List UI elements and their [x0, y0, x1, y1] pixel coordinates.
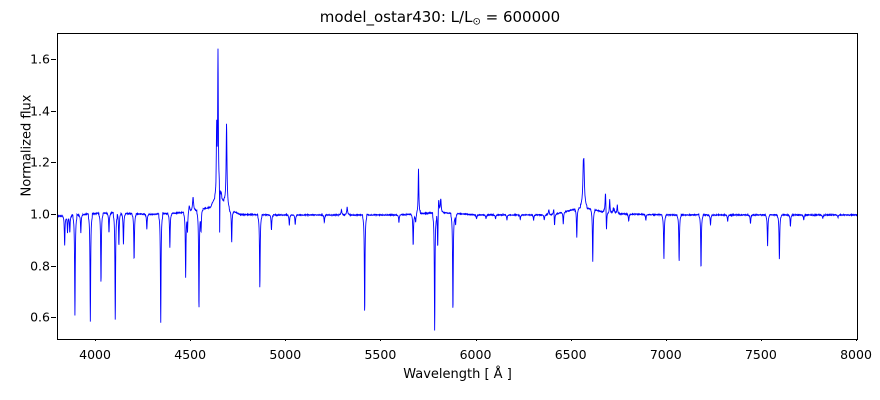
x-tick-label: 4000 [79, 347, 111, 362]
y-tick-label: 1.0 [30, 206, 50, 222]
x-tick-label: 7000 [649, 347, 682, 362]
y-tick-label: 1.2 [30, 154, 50, 170]
plot-area [57, 33, 858, 340]
x-tick-label: 6000 [459, 347, 492, 362]
y-tick-mark [51, 317, 56, 319]
solar-symbol-icon: ⊙ [472, 16, 481, 28]
y-tick-label: 1.4 [30, 103, 50, 119]
y-tick-mark [51, 110, 56, 112]
chart-title-tail: = 600000 [480, 8, 561, 26]
y-tick-label: 0.6 [30, 309, 50, 325]
y-tick-mark [51, 265, 56, 267]
x-tick-label: 4500 [174, 347, 207, 362]
y-tick-label: 1.6 [30, 51, 50, 67]
x-tick-label: 7500 [744, 347, 777, 362]
x-tick-label: 5000 [269, 347, 302, 362]
y-axis-tick-labels: 0.6 0.8 1.0 1.2 1.4 1.6 [0, 33, 56, 340]
y-tick-mark [51, 213, 56, 215]
spectrum-line [58, 49, 857, 331]
chart-title: model_ostar430: L/L⊙ = 600000 [0, 8, 880, 28]
x-tick-label: 8000 [840, 347, 872, 362]
spectrum-plot [58, 34, 857, 339]
y-tick-mark [51, 58, 56, 60]
chart-title-main: model_ostar430: L/L [319, 8, 473, 26]
y-tick-label: 0.8 [30, 258, 50, 274]
x-tick-label: 6500 [554, 347, 587, 362]
y-tick-mark [51, 162, 56, 164]
x-axis-tick-labels: 4000 4500 5000 5500 6000 6500 7000 7500 8000 [57, 336, 872, 363]
x-tick-label: 5500 [364, 347, 397, 362]
x-axis-label: Wavelength [ Å ] [403, 367, 512, 382]
